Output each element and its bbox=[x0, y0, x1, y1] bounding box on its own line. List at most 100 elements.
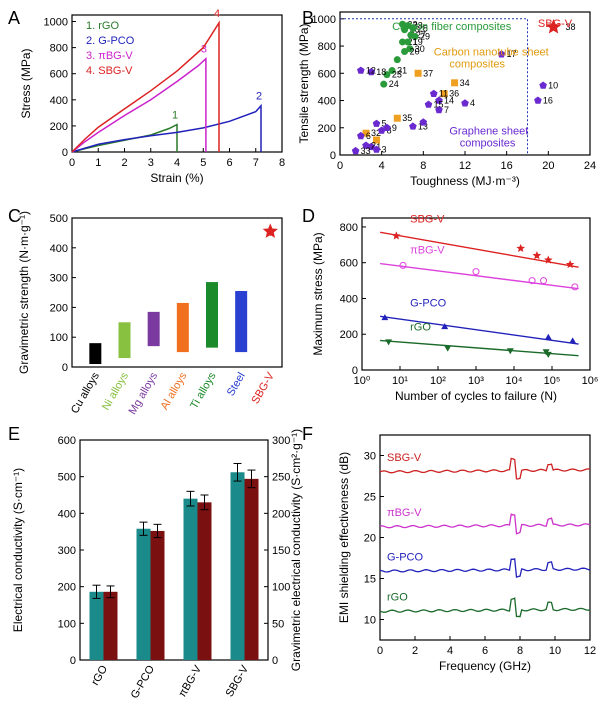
y-axis-label: Stress (MPa) bbox=[19, 48, 33, 118]
y-tick-label: 400 bbox=[58, 508, 76, 520]
data-point bbox=[544, 351, 552, 358]
y-tick-label: 0 bbox=[70, 655, 76, 667]
point-number-label: 29 bbox=[420, 32, 430, 42]
legend-entry: 3. πBG-V bbox=[86, 50, 133, 62]
category-label: Ni alloys bbox=[100, 370, 131, 412]
point-number-label: 14 bbox=[444, 96, 454, 106]
series-label: πBG-V bbox=[410, 245, 445, 257]
x-tick-label: 3 bbox=[148, 157, 154, 169]
y2-axis-label: Gravimetric electrical conductivity (S·c… bbox=[289, 429, 303, 671]
y-tick-label: 200 bbox=[318, 123, 336, 135]
data-point bbox=[393, 114, 401, 122]
y-tick-label: 100 bbox=[50, 332, 68, 344]
data-point bbox=[414, 69, 422, 77]
bar bbox=[183, 498, 198, 660]
point-number-label: 37 bbox=[423, 68, 433, 78]
panel-c: 0 100 200 300 400 500 Gravimetric strength (N·… bbox=[17, 211, 283, 417]
category-label: Steel bbox=[225, 371, 248, 399]
series-label: πBG-V bbox=[387, 507, 422, 519]
x-tick-label: 8 bbox=[517, 645, 523, 657]
category-label: Mg alloys bbox=[127, 370, 161, 417]
series-label: G-PCO bbox=[387, 551, 424, 563]
data-point bbox=[506, 348, 514, 355]
series-line bbox=[379, 558, 591, 578]
point-number-label: 35 bbox=[402, 113, 412, 123]
point-number-label: 27 bbox=[416, 30, 426, 40]
y2-tick-label: 50 bbox=[272, 618, 284, 630]
data-point bbox=[497, 50, 506, 58]
point-number-label: 32 bbox=[371, 128, 381, 138]
y-tick-label: 0 bbox=[330, 150, 336, 162]
x-tick-label: 2 bbox=[121, 157, 127, 169]
bar bbox=[230, 472, 245, 660]
category-label: Al alloys bbox=[159, 370, 190, 412]
annotation: composites bbox=[449, 58, 505, 70]
panel-label-e: E bbox=[8, 424, 20, 444]
x-tick-label: 6 bbox=[482, 645, 488, 657]
y-tick-label: 0 bbox=[62, 362, 68, 374]
y-tick-label: 400 bbox=[50, 243, 68, 255]
y-tick-label: 1000 bbox=[312, 14, 336, 26]
fit-line bbox=[380, 262, 579, 290]
x-tick-label: 10 bbox=[549, 645, 561, 657]
x-tick-label: 10² bbox=[430, 375, 446, 387]
y-axis-label: Gravimetric strength (N·m·g⁻¹) bbox=[17, 211, 31, 374]
annotation: Carbon fiber composites bbox=[392, 21, 512, 33]
range-bar bbox=[206, 282, 218, 348]
range-bar bbox=[176, 302, 189, 353]
x-tick-label: 2 bbox=[412, 645, 418, 657]
data-point bbox=[385, 339, 392, 346]
series-label: SBG-V bbox=[410, 213, 445, 225]
point-number-label: 23 bbox=[413, 21, 423, 31]
x-tick-label: 1 bbox=[95, 157, 101, 169]
data-point bbox=[357, 131, 365, 140]
x-tick-label: 10³ bbox=[468, 375, 484, 387]
category-label: Cu alloys bbox=[69, 370, 102, 416]
data-point bbox=[419, 118, 428, 126]
x-tick-label: 5 bbox=[200, 157, 206, 169]
series-line bbox=[71, 103, 262, 153]
y-tick-label: 200 bbox=[58, 582, 76, 594]
y-tick-label: 0 bbox=[352, 365, 358, 377]
category-label: G-PCO bbox=[129, 663, 158, 701]
plot-frame bbox=[71, 217, 283, 368]
data-point bbox=[404, 38, 412, 46]
curve-number-label: 3 bbox=[201, 44, 207, 56]
x-tick-label: 12 bbox=[584, 645, 596, 657]
data-point bbox=[532, 251, 542, 260]
annotation: Graphene sheet bbox=[449, 126, 528, 138]
data-point bbox=[472, 268, 480, 276]
y-tick-label: 200 bbox=[50, 121, 68, 133]
y2-tick-label: 200 bbox=[272, 508, 290, 520]
annotation: Carbon nanotube sheet bbox=[434, 46, 549, 58]
panel-label-d: D bbox=[302, 206, 315, 226]
bar bbox=[89, 591, 104, 660]
point-number-label: 21 bbox=[408, 37, 418, 47]
data-point bbox=[545, 19, 562, 34]
point-number-label: 2 bbox=[371, 140, 376, 150]
range-bar bbox=[235, 291, 248, 353]
data-point bbox=[409, 24, 417, 32]
data-point bbox=[528, 277, 536, 285]
data-point bbox=[409, 122, 417, 130]
y-tick-label: 600 bbox=[318, 68, 336, 80]
point-number-label: 22 bbox=[408, 19, 418, 29]
data-point bbox=[539, 81, 547, 89]
point-number-label: 16 bbox=[543, 96, 553, 106]
panel-label-b: B bbox=[302, 8, 314, 28]
y-tick-label: 15 bbox=[364, 574, 376, 586]
panel-d: 10⁰ 10¹ 10² 10³ 10⁴ 10⁵ 10⁶ 0 200 400 600 800 Number… bbox=[311, 213, 598, 403]
data-point bbox=[544, 255, 553, 264]
y2-tick-label: 150 bbox=[272, 545, 290, 557]
data-point bbox=[372, 136, 380, 144]
data-point bbox=[381, 314, 389, 321]
data-point bbox=[571, 283, 579, 291]
point-number-label: 1 bbox=[376, 142, 381, 152]
point-number-label: 7 bbox=[444, 105, 449, 115]
data-point bbox=[392, 231, 401, 240]
data-point bbox=[380, 80, 388, 88]
data-point bbox=[444, 345, 452, 352]
y-tick-label: 600 bbox=[58, 435, 76, 447]
x-tick-label: 6 bbox=[226, 157, 232, 169]
